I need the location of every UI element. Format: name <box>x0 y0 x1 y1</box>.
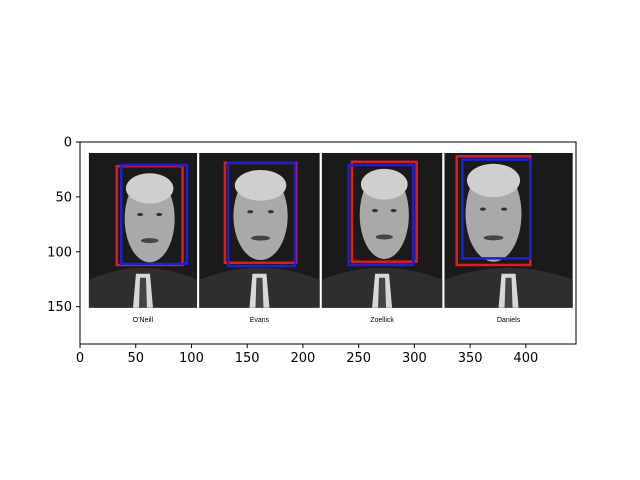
photo-panel <box>199 152 320 329</box>
caption-strip <box>88 308 198 329</box>
mouth-shape <box>483 235 504 241</box>
x-tick-label: 0 <box>76 351 84 366</box>
y-axis-ticks: 0 50 100 150 <box>47 136 80 315</box>
eye-shape <box>390 209 397 213</box>
bounding-box-red <box>350 160 418 263</box>
name-labels: O'Neill Evans Zoellick Daniels <box>133 317 521 324</box>
bounding-box-blue <box>119 163 189 266</box>
mouth-shape <box>375 234 393 240</box>
photo-panel <box>444 152 573 329</box>
x-tick-label: 150 <box>235 351 260 366</box>
eye-shape <box>501 207 508 211</box>
eye-shape <box>156 212 163 217</box>
x-tick-label: 100 <box>179 351 204 366</box>
mouth-shape <box>140 238 159 244</box>
person-name-label: Daniels <box>497 317 521 324</box>
axes-frame <box>79 141 577 345</box>
mouth-shape <box>251 235 271 241</box>
x-tick-label: 300 <box>402 351 427 366</box>
hair-shape <box>234 169 287 201</box>
bounding-box-blue <box>347 163 415 267</box>
x-tick-label: 400 <box>513 351 538 366</box>
hair-shape <box>466 163 521 198</box>
image-area <box>80 142 576 344</box>
tie-shape <box>255 277 264 308</box>
tie-shape <box>504 277 513 308</box>
eye-shape <box>247 210 254 214</box>
caption-strip <box>321 308 443 329</box>
x-tick-label: 350 <box>458 351 483 366</box>
bounding-boxes <box>115 155 532 268</box>
caption-strip <box>444 308 573 329</box>
x-tick-label: 250 <box>346 351 371 366</box>
y-tick-label: 50 <box>55 190 72 205</box>
hair-shape <box>360 168 408 200</box>
photo-panel <box>88 152 198 329</box>
tie-shape <box>378 277 387 308</box>
x-tick-label: 50 <box>127 351 144 366</box>
eye-shape <box>371 209 378 213</box>
y-tick-label: 0 <box>64 136 72 151</box>
x-tick-label: 200 <box>291 351 316 366</box>
x-axis-ticks: 0 50 100 150 200 250 300 350 400 <box>76 344 538 366</box>
person-name-label: Zoellick <box>370 317 394 324</box>
bounding-box-blue <box>461 158 532 260</box>
hair-shape <box>125 173 174 204</box>
person-name-label: Evans <box>250 317 270 324</box>
photo-panel <box>321 152 443 329</box>
person-name-label: O'Neill <box>133 317 154 324</box>
eye-shape <box>479 207 486 211</box>
y-tick-label: 150 <box>47 300 72 315</box>
y-tick-label: 100 <box>47 245 72 260</box>
eye-shape <box>267 210 274 214</box>
bounding-box-blue <box>226 161 297 268</box>
caption-strip <box>199 308 320 329</box>
tie-shape <box>138 277 147 308</box>
eye-shape <box>137 212 144 217</box>
